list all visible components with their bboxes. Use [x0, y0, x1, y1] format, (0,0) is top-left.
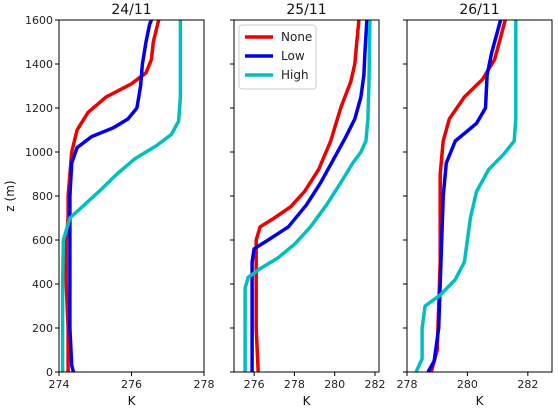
- series-line-high: [414, 20, 518, 373]
- legend-label-none: None: [281, 30, 312, 44]
- series-line-high: [60, 20, 183, 372]
- x-tick-label: 282: [364, 378, 385, 391]
- x-tick-label: 276: [244, 378, 265, 391]
- series-line-high: [243, 19, 372, 372]
- y-tick-label: 1400: [25, 58, 53, 71]
- y-tick-label: 1200: [25, 102, 53, 115]
- legend-label-low: Low: [281, 49, 305, 63]
- series-line-low: [68, 19, 154, 373]
- y-tick-label: 1000: [25, 146, 53, 159]
- x-axis-label: K: [476, 394, 485, 408]
- series-line-none: [254, 19, 361, 373]
- legend-label-high: High: [281, 68, 309, 82]
- y-tick-label: 0: [46, 366, 53, 379]
- legend-box: [238, 24, 317, 90]
- y-tick-label: 1600: [25, 14, 53, 27]
- series-line-low: [426, 19, 503, 373]
- y-tick-label: 800: [32, 190, 53, 203]
- y-tick-label: 400: [32, 278, 53, 291]
- x-tick-label: 278: [194, 378, 215, 391]
- x-axis-label: K: [303, 394, 312, 408]
- x-axis-label: K: [128, 394, 137, 408]
- x-tick-label: 280: [457, 378, 478, 391]
- axes-frame: [58, 19, 205, 373]
- series-line-none: [64, 19, 161, 372]
- x-tick-label: 282: [517, 378, 538, 391]
- panel-title: 24/11: [111, 2, 151, 18]
- y-tick-label: 200: [32, 322, 53, 335]
- y-axis-label: z (m): [3, 180, 17, 211]
- axes-frame: [406, 19, 553, 373]
- panel-title: 26/11: [459, 2, 499, 18]
- y-tick-label: 600: [32, 234, 53, 247]
- x-tick-label: 280: [324, 378, 345, 391]
- x-tick-label: 278: [397, 378, 418, 391]
- x-tick-label: 278: [284, 378, 305, 391]
- x-tick-label: 276: [121, 378, 142, 391]
- x-tick-label: 274: [49, 378, 70, 391]
- panel-title: 25/11: [286, 2, 326, 18]
